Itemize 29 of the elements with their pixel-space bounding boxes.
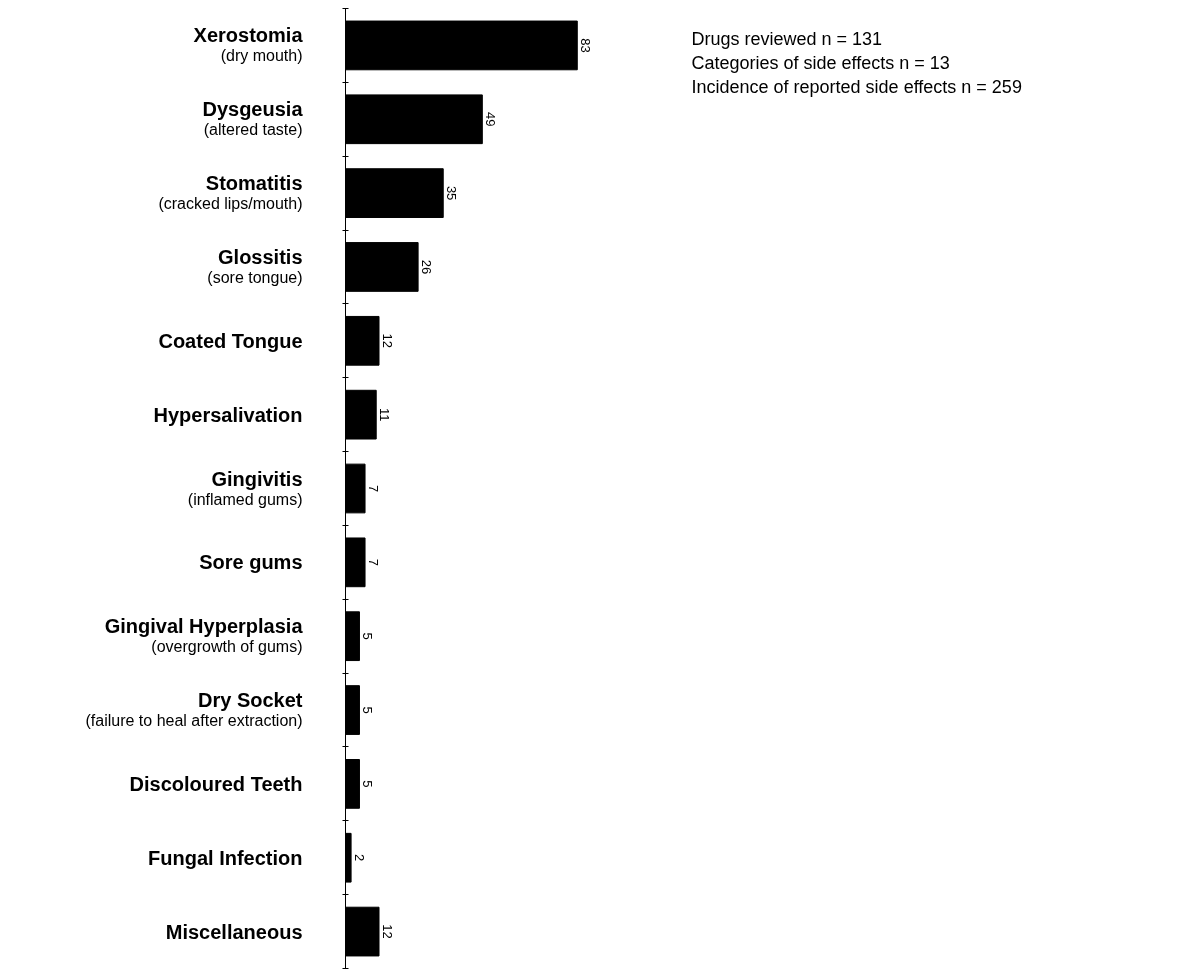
y-tick-label: Discoloured Teeth bbox=[129, 772, 303, 795]
y-tick-label: Coated Tongue bbox=[158, 329, 303, 352]
y-tick-label: Gingivitis (inflamed gums) bbox=[187, 467, 303, 508]
y-tick-label: Sore gums bbox=[199, 551, 303, 574]
y-tick-label: Miscellaneous bbox=[165, 920, 303, 943]
text: Categories of side effects n = 13 bbox=[691, 52, 950, 73]
y-tick-label: Fungal Infection bbox=[148, 846, 303, 869]
data-label: 7 bbox=[366, 558, 382, 566]
data-label: 5 bbox=[360, 632, 376, 640]
y-tick-label: Glossitis (sore tongue) bbox=[207, 245, 303, 286]
data-label: 35 bbox=[444, 185, 460, 201]
data-label: 26 bbox=[419, 259, 435, 275]
data-label: 5 bbox=[360, 780, 376, 788]
y-tick-label: Gingival Hyperplasia (overgrowth of gums) bbox=[104, 615, 304, 656]
data-label: 12 bbox=[380, 333, 396, 349]
y-tick-label: Dry Socket (failure to heal after extraction) bbox=[85, 689, 303, 730]
data-label: 7 bbox=[366, 484, 382, 493]
y-tick-label: Dysgeusia (altered taste) bbox=[202, 98, 304, 139]
text: Drugs reviewed n = 131 bbox=[691, 28, 883, 49]
text: Incidence of reported side effects n = 259 bbox=[691, 76, 1022, 97]
data-label: 5 bbox=[360, 706, 376, 714]
y-tick-label: Stomatitis (cracked lips/mouth) bbox=[158, 172, 303, 213]
data-label: 2 bbox=[352, 854, 368, 862]
y-tick-label: Hypersalivation bbox=[153, 403, 303, 426]
data-label: 11 bbox=[377, 407, 393, 422]
data-label: 12 bbox=[380, 924, 396, 939]
y-tick-label: Xerostomia (dry mouth) bbox=[193, 24, 304, 65]
data-label: 83 bbox=[578, 38, 594, 53]
data-label: 49 bbox=[483, 112, 499, 127]
